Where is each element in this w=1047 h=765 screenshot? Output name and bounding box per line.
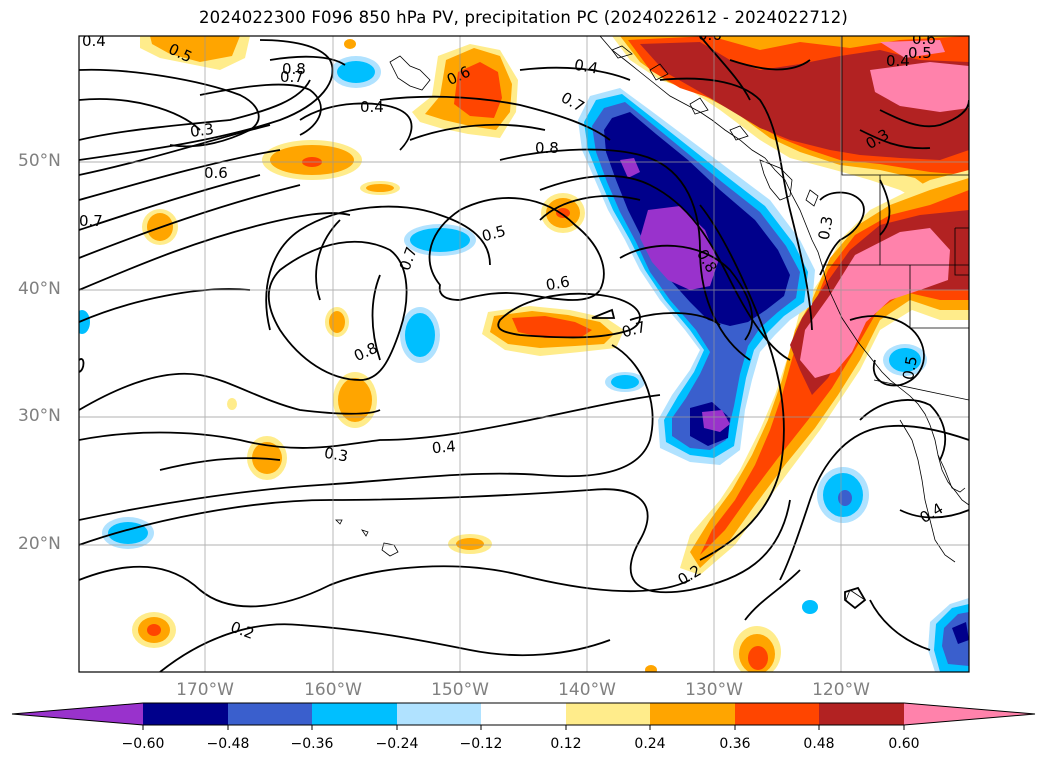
colorbar-tick-label: 0.12: [550, 736, 582, 752]
precip-positive-area: [454, 62, 502, 118]
precip-positive-area: [645, 665, 657, 672]
colorbar-segment: [735, 703, 819, 725]
contour-label: 0.4: [573, 56, 600, 78]
lon-label-150w: 150°W: [431, 680, 489, 700]
contour-label: 0.5: [899, 355, 921, 382]
contour-label: 0.4: [431, 437, 456, 457]
colorbar: [11, 702, 1036, 730]
colorbar-segment: [481, 703, 566, 725]
colorbar-tick-label: 0.36: [719, 736, 751, 752]
map-frame: [78, 35, 970, 673]
precip-negative-area: [611, 375, 639, 389]
contour-label: 0.3: [815, 215, 837, 242]
contour-label: 0.6: [544, 272, 571, 294]
contour-label: 0.6: [698, 26, 722, 44]
colorbar-segment: [228, 703, 312, 725]
contour-label: 0.6: [912, 30, 936, 48]
colorbar-tick-label: −0.36: [290, 736, 334, 752]
colorbar-segment: [566, 703, 650, 725]
contour-label: 0.5: [908, 44, 932, 62]
lon-label-170w: 170°W: [176, 680, 234, 700]
contour-label: 0.4: [82, 32, 106, 50]
precip-negative-area: [802, 600, 818, 614]
precip-positive-area: [456, 538, 484, 550]
precip-positive-area: [366, 184, 394, 192]
contour-label: 0.7: [280, 68, 304, 86]
contour-label: 0.7: [79, 212, 103, 230]
lon-label-160w: 160°W: [304, 680, 362, 700]
precip-positive-area: [227, 398, 237, 410]
precip-negative-area: [702, 410, 730, 432]
precip-positive-area: [150, 36, 240, 62]
colorbar-tick-label: −0.12: [459, 736, 503, 752]
precip-positive-area: [870, 62, 969, 112]
colorbar-tick-label: −0.60: [121, 736, 165, 752]
contour-label: 0.8: [282, 60, 306, 78]
precip-negative-area: [952, 622, 969, 644]
colorbar-tick-label: −0.48: [206, 736, 250, 752]
colorbar-segment: [650, 703, 735, 725]
pv-contours: [79, 36, 969, 672]
colorbar-segment: [143, 703, 228, 725]
colorbar-segment: [904, 703, 1035, 725]
precip-positive-area: [556, 208, 570, 218]
contour-label: 0.2: [228, 618, 257, 643]
precip-negative-area: [79, 310, 90, 334]
contour-label: 0.8: [535, 139, 559, 157]
precip-positive-area: [512, 316, 592, 338]
colorbar-segment: [312, 703, 397, 725]
lat-label-20n: 20°N: [18, 534, 61, 554]
contour-label: 0.4: [886, 52, 910, 70]
contour-label: 0.7: [620, 318, 648, 342]
contour-label: 0.6: [204, 164, 228, 182]
colorbar-tick-label: 0.48: [803, 736, 835, 752]
colorbar-tick-label: 0.24: [634, 736, 666, 752]
gridlines: [79, 36, 969, 672]
precip-positive-area: [344, 39, 356, 49]
precip-positive-area: [338, 378, 372, 422]
colorbar-tick-label: −0.24: [375, 736, 419, 752]
contour-label: 0.5: [480, 222, 508, 246]
lat-label-30n: 30°N: [18, 406, 61, 426]
precip-negative-area: [337, 61, 375, 83]
contour-label: 0.4: [360, 98, 384, 116]
precip-negative-area: [620, 158, 640, 178]
precip-positive-area: [147, 624, 161, 636]
coastlines: [335, 36, 969, 609]
precip-positive-area: [800, 228, 950, 378]
lat-label-40n: 40°N: [18, 279, 61, 299]
lon-label-140w: 140°W: [558, 680, 616, 700]
precip-negative-area: [889, 348, 921, 372]
contour-label: 0.3: [323, 444, 350, 466]
lon-label-130w: 130°W: [685, 680, 743, 700]
colorbar-segment: [819, 703, 904, 725]
lon-label-120w: 120°W: [812, 680, 870, 700]
chart-title: 2024022300 F096 850 hPa PV, precipitatio…: [198, 8, 849, 27]
precip-negative-area: [405, 313, 435, 357]
precip-positive-area: [748, 646, 768, 670]
contour-label: 0.4: [917, 499, 947, 527]
lat-label-50n: 50°N: [18, 151, 61, 171]
colorbar-segment: [12, 703, 143, 725]
colorbar-segment: [397, 703, 481, 725]
contour-label: 0.3: [189, 120, 215, 141]
precip-negative-area: [410, 228, 470, 252]
precip-positive-area: [329, 311, 345, 333]
precip-positive-area: [880, 40, 945, 58]
precip-negative-area: [838, 490, 852, 506]
colorbar-tick-label: 0.60: [888, 736, 920, 752]
